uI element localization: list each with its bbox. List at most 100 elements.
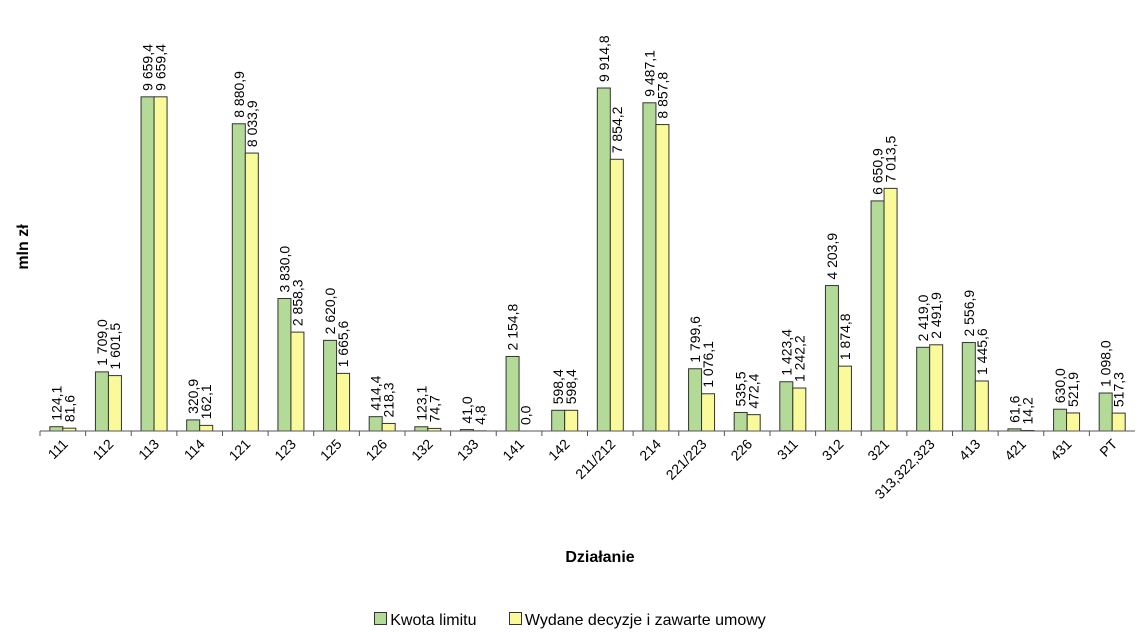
value-label: 7 854,2	[609, 106, 625, 153]
legend-swatch-green	[374, 612, 388, 625]
value-label: 1 242,2	[791, 335, 807, 382]
value-label: 218,3	[381, 382, 397, 417]
x-tick-label: 132	[408, 436, 436, 464]
bar-kwota-limitu	[551, 409, 566, 432]
bar-chart: 124,181,6 1 709,01 601,5 9 659,49 659,4 320…	[15, 35, 1135, 566]
bars-group	[49, 87, 1126, 432]
legend-swatch-yellow	[508, 612, 522, 625]
x-ticks-group: 111 112 113 114 121 123 125 126 132 133 141 142 211/…	[39, 431, 1121, 502]
bar-wydane-decyzje	[1066, 412, 1081, 432]
legend-label: Kwota limitu	[390, 612, 477, 629]
value-label: 9 914,8	[596, 35, 612, 82]
value-label: 517,3	[1111, 372, 1127, 407]
legend-item-series-2: Wydane decyzje i zawarte umowy	[508, 612, 766, 630]
x-tick-label: 211/212	[572, 436, 619, 483]
x-tick-label: 113	[135, 436, 162, 463]
value-label: 6 650,9	[870, 148, 886, 195]
bar-wydane-decyzje	[290, 331, 305, 432]
value-label: 414,4	[368, 375, 384, 410]
x-tick-label: 141	[499, 436, 527, 464]
value-label: 74,7	[426, 395, 442, 422]
x-tick-label: 431	[1047, 436, 1075, 464]
bar-kwota-limitu	[231, 123, 246, 432]
value-label: 1 098,0	[1098, 340, 1114, 387]
x-tick-label: 133	[454, 436, 482, 464]
value-label: 41,0	[459, 396, 475, 423]
bar-kwota-limitu	[414, 426, 429, 432]
value-label: 124,1	[48, 385, 64, 420]
bar-kwota-limitu	[642, 102, 657, 432]
value-label: 9 659,4	[140, 44, 156, 91]
x-tick-label: 214	[636, 436, 664, 464]
x-tick-label: 312	[819, 436, 847, 464]
value-label: 0,0	[518, 405, 534, 425]
x-tick-label: 311	[774, 436, 801, 463]
bar-wydane-decyzje	[792, 387, 807, 432]
value-label: 2 556,9	[961, 290, 977, 337]
value-label: 1 709,0	[94, 319, 110, 366]
x-tick-label: 111	[45, 436, 72, 463]
value-label: 1 665,6	[335, 320, 351, 367]
value-label: 4,8	[472, 405, 488, 425]
value-label: 7 013,5	[883, 135, 899, 182]
value-label: 2 620,0	[322, 287, 338, 334]
bar-kwota-limitu	[870, 200, 885, 432]
x-axis-title: Działanie	[565, 549, 634, 566]
x-tick-label: 112	[89, 436, 116, 463]
value-label: 630,0	[1052, 368, 1068, 403]
bar-wydane-decyzje	[655, 124, 670, 432]
value-label: 1 799,6	[687, 316, 703, 363]
value-label: 3 830,0	[276, 246, 292, 293]
value-label: 4 203,9	[824, 233, 840, 280]
y-axis-title: mln zł	[15, 224, 32, 270]
legend-item-series-1: Kwota limitu	[374, 612, 476, 630]
bar-kwota-limitu	[368, 416, 383, 432]
value-label: 535,5	[733, 371, 749, 406]
value-label: 1 445,6	[974, 328, 990, 375]
x-tick-label: 114	[181, 436, 208, 463]
legend-label: Wydane decyzje i zawarte umowy	[524, 612, 766, 629]
bar-wydane-decyzje	[107, 375, 122, 432]
bar-wydane-decyzje	[974, 380, 989, 432]
value-label: 81,6	[61, 395, 77, 422]
value-label: 598,4	[563, 369, 579, 404]
value-label: 1 874,8	[837, 313, 853, 360]
bar-wydane-decyzje	[381, 422, 396, 432]
bar-wydane-decyzje	[199, 424, 214, 432]
value-label: 2 491,9	[928, 292, 944, 339]
x-tick-label: 226	[727, 436, 755, 464]
bar-wydane-decyzje	[244, 152, 259, 432]
value-label: 598,4	[550, 369, 566, 404]
value-label: 320,9	[185, 379, 201, 414]
value-label: 2 858,3	[289, 279, 305, 326]
bar-kwota-limitu	[49, 426, 64, 432]
value-label: 9 659,4	[153, 44, 169, 91]
x-tick-label: 321	[864, 436, 892, 464]
value-label: 521,9	[1065, 372, 1081, 407]
bar-wydane-decyzje	[564, 409, 579, 432]
bar-wydane-decyzje	[336, 372, 351, 432]
bar-kwota-limitu	[916, 346, 931, 432]
bar-wydane-decyzje	[929, 344, 944, 432]
bar-wydane-decyzje	[883, 187, 898, 432]
x-tick-label: 413	[956, 436, 984, 464]
bar-kwota-limitu	[779, 381, 794, 432]
bar-wydane-decyzje	[1111, 412, 1126, 432]
bar-kwota-limitu	[1053, 408, 1068, 432]
value-label: 8 857,8	[654, 72, 670, 119]
x-tick-label: 123	[271, 436, 299, 464]
value-label: 1 076,1	[700, 341, 716, 388]
bar-kwota-limitu	[186, 419, 201, 432]
x-tick-label: 142	[545, 436, 573, 464]
x-tick-label: 421	[1001, 436, 1029, 464]
value-label: 8 880,9	[231, 71, 247, 118]
legend: Kwota limitu Wydane decyzje i zawarte um…	[0, 612, 1140, 630]
x-tick-label: 221/223	[663, 436, 710, 483]
bar-kwota-limitu	[94, 371, 109, 432]
value-label: 2 154,8	[505, 304, 521, 351]
value-label: 1 601,5	[107, 323, 123, 370]
bar-kwota-limitu	[140, 96, 155, 432]
x-tick-label: 121	[226, 436, 254, 464]
value-labels-group: 124,181,6 1 709,01 601,5 9 659,49 659,4 320…	[48, 35, 1126, 425]
bar-wydane-decyzje	[701, 393, 716, 432]
